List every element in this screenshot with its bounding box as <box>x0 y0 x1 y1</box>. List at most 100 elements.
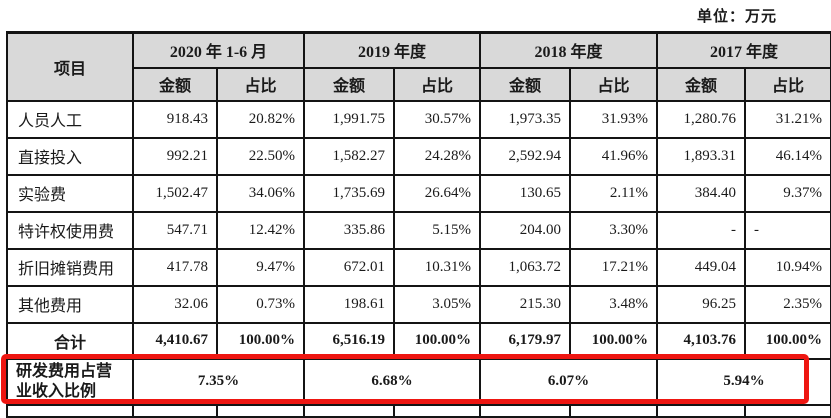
value-cell: 17.21% <box>569 247 659 287</box>
ratio-value-cell: 5.94% <box>656 357 831 406</box>
value-cell: 26.64% <box>392 173 482 213</box>
value-cell: 6,516.19 <box>303 321 395 360</box>
value-cell: 547.71 <box>132 210 218 250</box>
value-cell: 9.37% <box>744 173 831 213</box>
clipped-cell <box>132 403 218 418</box>
ratio-value-cell: 7.35% <box>132 357 305 406</box>
value-cell: 3.05% <box>392 284 482 324</box>
value-cell: 31.21% <box>744 99 831 139</box>
value-cell: 3.48% <box>569 284 659 324</box>
table-row: 特许权使用费 547.71 12.42% 335.86 5.15% 204.00… <box>6 210 831 250</box>
clipped-cell <box>392 403 482 418</box>
value-cell: 130.65 <box>479 173 572 213</box>
value-cell: 918.43 <box>132 99 218 139</box>
col-header-amount-2020: 金额 <box>132 66 218 102</box>
clipped-cell <box>303 403 395 418</box>
value-cell: - <box>656 210 747 250</box>
col-header-amount-2017: 金额 <box>656 66 747 102</box>
ratio-value-cell: 6.07% <box>479 357 659 406</box>
value-cell: 1,973.35 <box>479 99 572 139</box>
clipped-cell <box>479 403 572 418</box>
col-header-period-2018: 2018 年度 <box>479 31 659 69</box>
value-cell: 34.06% <box>216 173 305 213</box>
value-cell: 1,280.76 <box>656 99 747 139</box>
value-cell: 9.47% <box>216 247 305 287</box>
value-cell: 100.00% <box>744 321 831 360</box>
table-row: 人员人工 918.43 20.82% 1,991.75 30.57% 1,973… <box>6 99 831 139</box>
value-cell: 1,582.27 <box>303 136 395 176</box>
value-cell: 31.93% <box>569 99 659 139</box>
table-row: 实验费 1,502.47 34.06% 1,735.69 26.64% 130.… <box>6 173 831 213</box>
total-row: 合计 4,410.67 100.00% 6,516.19 100.00% 6,1… <box>6 321 831 360</box>
col-header-ratio-2019: 占比 <box>392 66 482 102</box>
unit-label: 单位：万元 <box>696 8 777 25</box>
value-cell: 0.73% <box>216 284 305 324</box>
value-cell: 215.30 <box>479 284 572 324</box>
col-header-period-2019: 2019 年度 <box>302 31 482 69</box>
clipped-row <box>6 403 831 418</box>
row-label-cell: 研发费用占营 业收入比例 <box>6 357 134 406</box>
row-label-cell: 其他费用 <box>6 284 134 324</box>
value-cell: 198.61 <box>303 284 395 324</box>
value-cell: 20.82% <box>216 99 305 139</box>
value-cell: 100.00% <box>216 321 305 360</box>
value-cell: 10.94% <box>744 247 831 287</box>
value-cell: 4,103.76 <box>656 321 747 360</box>
value-cell: 32.06 <box>132 284 218 324</box>
value-cell: 6,179.97 <box>479 321 572 360</box>
value-cell: - <box>744 210 831 250</box>
value-cell: 96.25 <box>656 284 747 324</box>
ratio-value-cell: 6.68% <box>302 357 482 406</box>
value-cell: 3.30% <box>569 210 659 250</box>
clipped-cell <box>216 403 305 418</box>
table-row: 折旧摊销费用 417.78 9.47% 672.01 10.31% 1,063.… <box>6 247 831 287</box>
col-header-ratio-2018: 占比 <box>569 66 659 102</box>
row-label-cell: 实验费 <box>6 173 134 213</box>
value-cell: 384.40 <box>656 173 747 213</box>
value-cell: 1,063.72 <box>479 247 572 287</box>
col-header-ratio-2020: 占比 <box>216 66 305 102</box>
value-cell: 4,410.67 <box>132 321 218 360</box>
clipped-cell <box>569 403 659 418</box>
document-page: { "unit_label": "单位：万元", "colors": { "he… <box>1 8 831 418</box>
value-cell: 30.57% <box>392 99 482 139</box>
row-label-cell: 特许权使用费 <box>6 210 134 250</box>
value-cell: 2,592.94 <box>479 136 572 176</box>
header-sub-row: 金额 占比 金额 占比 金额 占比 金额 占比 <box>7 66 831 102</box>
col-header-period-2017: 2017 年度 <box>656 31 831 69</box>
value-cell: 22.50% <box>216 136 305 176</box>
value-cell: 24.28% <box>392 136 482 176</box>
value-cell: 41.96% <box>569 136 659 176</box>
col-header-period-2020: 2020 年 1-6 月 <box>132 31 305 69</box>
table-row: 直接投入 992.21 22.50% 1,582.27 24.28% 2,592… <box>6 136 831 176</box>
value-cell: 46.14% <box>744 136 831 176</box>
row-label-cell: 折旧摊销费用 <box>6 247 134 287</box>
rd-ratio-row: 研发费用占营 业收入比例 7.35% 6.68% 6.07% 5.94% <box>6 357 831 406</box>
value-cell: 672.01 <box>303 247 395 287</box>
value-cell: 1,502.47 <box>132 173 218 213</box>
value-cell: 417.78 <box>132 247 218 287</box>
value-cell: 1,735.69 <box>303 173 395 213</box>
table-row: 其他费用 32.06 0.73% 198.61 3.05% 215.30 3.4… <box>6 284 831 324</box>
value-cell: 449.04 <box>656 247 747 287</box>
value-cell: 335.86 <box>303 210 395 250</box>
value-cell: 1,991.75 <box>303 99 395 139</box>
col-header-item: 项目 <box>6 31 134 102</box>
value-cell: 5.15% <box>392 210 482 250</box>
header-period-row: 项目 2020 年 1-6 月 2019 年度 2018 年度 2017 年度 <box>6 31 831 102</box>
value-cell: 2.11% <box>569 173 659 213</box>
value-cell: 204.00 <box>479 210 572 250</box>
clipped-cell <box>744 403 831 418</box>
col-header-amount-2019: 金额 <box>303 66 395 102</box>
value-cell: 10.31% <box>392 247 482 287</box>
col-header-amount-2018: 金额 <box>479 66 572 102</box>
col-header-ratio-2017: 占比 <box>744 66 831 102</box>
value-cell: 2.35% <box>744 284 831 324</box>
value-cell: 100.00% <box>569 321 659 360</box>
clipped-cell <box>656 403 747 418</box>
row-label-cell: 合计 <box>6 321 134 360</box>
rd-expense-table: 项目 2020 年 1-6 月 2019 年度 2018 年度 2017 年度 … <box>6 31 831 418</box>
clipped-cell <box>6 403 134 418</box>
value-cell: 100.00% <box>392 321 482 360</box>
value-cell: 992.21 <box>132 136 218 176</box>
